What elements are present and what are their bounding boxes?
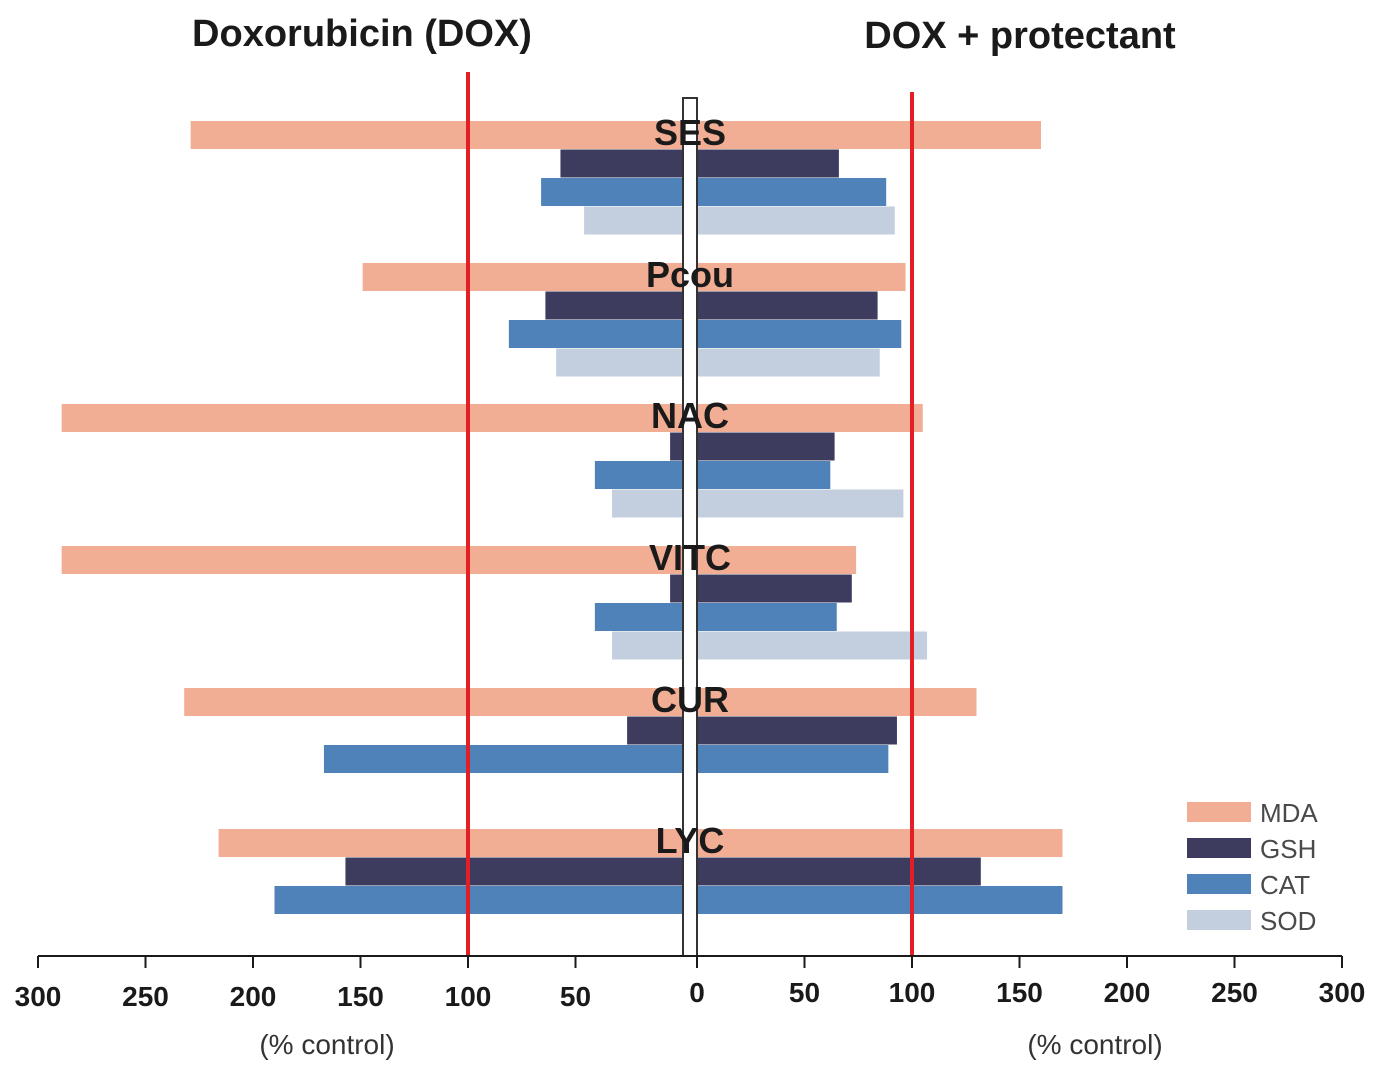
bar-right-ses-mda (697, 121, 1041, 149)
bar-right-lyc-gsh (697, 857, 981, 886)
bars-layer (61, 121, 1063, 914)
bar-left-ses-mda (190, 121, 683, 149)
legend-label-mda: MDA (1260, 798, 1318, 828)
bar-left-ses-sod (584, 206, 683, 235)
bar-right-cur-gsh (697, 716, 897, 745)
category-label-lyc: LYC (656, 820, 725, 861)
bar-left-lyc-cat (274, 886, 683, 914)
tick-label-left-150: 150 (337, 981, 384, 1012)
bar-left-vitc-gsh (670, 574, 683, 603)
legend-swatch-gsh (1187, 838, 1251, 858)
tick-label-left-200: 200 (230, 981, 277, 1012)
tick-label-left-300: 300 (15, 981, 62, 1012)
legend-label-sod: SOD (1260, 906, 1316, 936)
legend: MDA GSH CAT SOD (1187, 798, 1318, 936)
x-axis-ticks: 300 250 200 150 100 50 0 50 100 150 200 250 300 (15, 956, 1366, 1012)
tick-label-right-100: 100 (889, 977, 936, 1008)
tick-label-right-50: 50 (789, 977, 820, 1008)
legend-label-gsh: GSH (1260, 834, 1316, 864)
bar-left-nac-cat (594, 461, 683, 489)
bar-left-cur-cat (323, 745, 683, 773)
bar-left-vitc-sod (612, 631, 683, 660)
bar-right-cur-mda (697, 688, 977, 716)
bar-right-ses-sod (697, 206, 895, 235)
bar-right-lyc-cat (697, 886, 1063, 914)
bar-left-lyc-mda (218, 829, 683, 857)
bar-right-nac-mda (697, 404, 923, 432)
legend-swatch-sod (1187, 910, 1251, 930)
bar-left-ses-gsh (560, 149, 683, 178)
legend-swatch-cat (1187, 874, 1251, 894)
tick-label-left-100: 100 (445, 981, 492, 1012)
bar-left-ses-cat (541, 178, 683, 206)
bar-left-vitc-mda (61, 546, 683, 574)
bar-left-cur-gsh (627, 716, 683, 745)
category-label-nac: NAC (651, 395, 729, 436)
group-labels: SES Pcou NAC VITC CUR LYC (646, 112, 734, 861)
category-label-cur: CUR (651, 679, 729, 720)
legend-label-cat: CAT (1260, 870, 1310, 900)
bar-left-pcou-gsh (545, 291, 683, 320)
bar-left-nac-gsh (670, 432, 683, 461)
bar-left-pcou-sod (556, 348, 683, 377)
bar-left-pcou-mda (362, 263, 683, 291)
left-panel-title: Doxorubicin (DOX) (192, 13, 532, 55)
legend-swatch-mda (1187, 802, 1251, 822)
bar-left-cur-mda (184, 688, 683, 716)
bar-left-nac-mda (61, 404, 683, 432)
bar-right-vitc-cat (697, 603, 837, 631)
bar-right-pcou-gsh (697, 291, 878, 320)
bar-left-pcou-cat (508, 320, 683, 348)
bar-right-vitc-sod (697, 631, 928, 660)
left-axis-label: (% control) (259, 1029, 394, 1060)
tick-label-right-300: 300 (1319, 977, 1366, 1008)
bar-right-pcou-sod (697, 348, 880, 377)
bar-left-vitc-cat (594, 603, 683, 631)
bar-left-lyc-gsh (345, 857, 683, 886)
category-label-vitc: VITC (649, 537, 731, 578)
bar-right-lyc-mda (697, 829, 1063, 857)
tick-label-right-250: 250 (1211, 977, 1258, 1008)
tick-label-right-150: 150 (996, 977, 1043, 1008)
bar-right-pcou-cat (697, 320, 902, 348)
bar-right-ses-gsh (697, 149, 839, 178)
bar-right-nac-sod (697, 489, 904, 518)
tick-label-right-200: 200 (1104, 977, 1151, 1008)
right-axis-label: (% control) (1027, 1029, 1162, 1060)
tick-label-left-50: 50 (560, 981, 591, 1012)
tick-label-right-0: 0 (689, 977, 705, 1008)
tick-label-left-250: 250 (122, 981, 169, 1012)
bar-right-nac-cat (697, 461, 831, 489)
bar-right-vitc-mda (697, 546, 857, 574)
bar-left-nac-sod (612, 489, 683, 518)
category-label-pcou: Pcou (646, 254, 734, 295)
bar-right-ses-cat (697, 178, 887, 206)
category-label-ses: SES (654, 112, 726, 153)
right-panel-title: DOX + protectant (864, 15, 1176, 57)
bar-right-pcou-mda (697, 263, 906, 291)
bar-right-cur-cat (697, 745, 889, 773)
bar-right-nac-gsh (697, 432, 835, 461)
bar-right-vitc-gsh (697, 574, 852, 603)
reference-lines (466, 72, 914, 956)
